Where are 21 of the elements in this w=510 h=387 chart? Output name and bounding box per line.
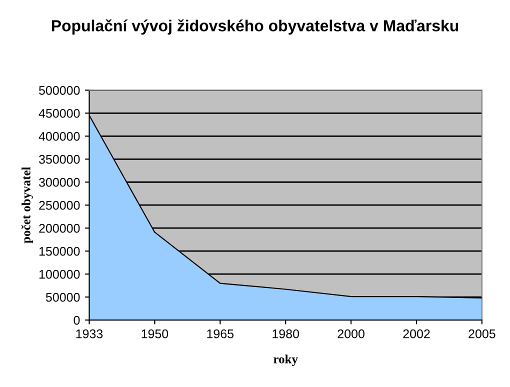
y-tick-label: 450000 xyxy=(38,108,80,118)
y-tick-label: 500000 xyxy=(39,86,80,95)
y-tick-label: 0 xyxy=(74,316,80,325)
y-tick-label: 200000 xyxy=(39,224,80,233)
x-tick-label: 1933 xyxy=(76,329,103,338)
x-tick-label: 2005 xyxy=(468,329,496,338)
y-tick-label: 100000 xyxy=(39,270,80,279)
x-tick-label: 1965 xyxy=(207,329,234,338)
y-tick-label: 350000 xyxy=(38,154,80,164)
x-tick-label: 2000 xyxy=(338,329,364,338)
y-tick-label: 250000 xyxy=(39,200,80,210)
x-tick-label: 2002 xyxy=(403,329,430,338)
y-tick-label: 50000 xyxy=(46,292,80,302)
y-tick-label: 150000 xyxy=(39,246,80,256)
x-tick-label: 1950 xyxy=(142,329,168,338)
x-tick-label: 1980 xyxy=(272,329,300,338)
y-axis-title: počet obyvatel xyxy=(21,166,33,244)
chart-title: Populační vývoj židovského obyvatelstva v Maďarsku xyxy=(52,19,458,35)
y-tick-label: 300000 xyxy=(38,178,80,187)
y-tick-label: 400000 xyxy=(38,132,80,141)
x-axis-title: roky xyxy=(274,354,298,366)
